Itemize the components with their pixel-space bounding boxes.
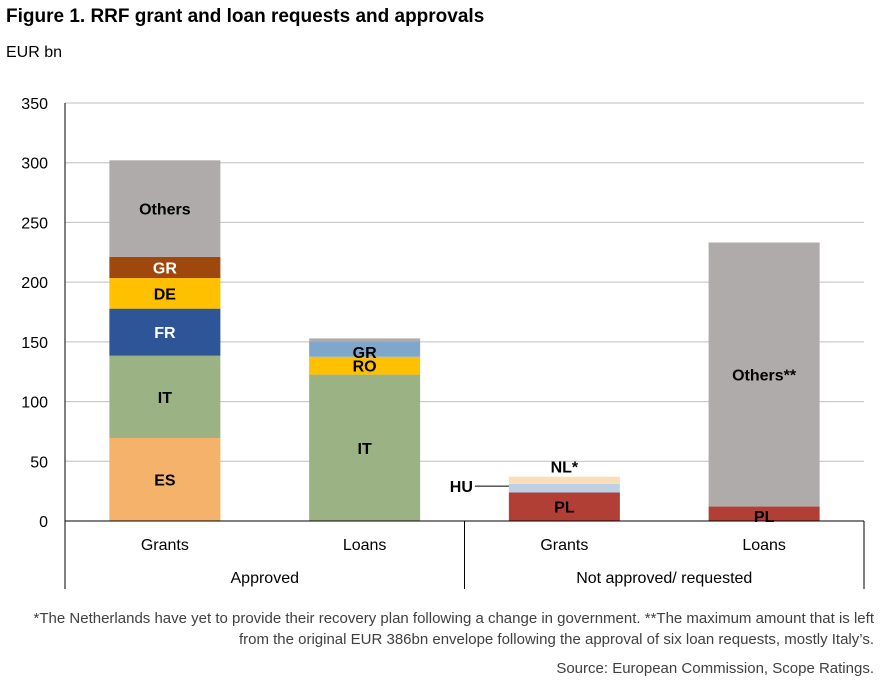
data-label: GR [153,260,177,277]
bar-segment [109,278,221,309]
footnote: *The Netherlands have yet to provide the… [33,610,874,648]
y-tick-label: 150 [21,335,48,352]
bar-segment [309,338,421,342]
data-label: RO [353,359,377,376]
y-tick-label: 350 [21,96,48,113]
source-note: Source: European Commission, Scope Ratin… [556,660,874,677]
x-tick-label: Loans [343,537,387,554]
bar-segment [109,256,221,279]
bar-segment [309,341,421,357]
bar-segment [109,308,221,356]
data-label: IT [358,441,372,458]
y-tick-label: 250 [21,215,48,232]
x-tick-label: Loans [742,537,786,554]
bar-segment [508,492,620,521]
data-label: FR [154,325,176,342]
data-label: Others [139,202,191,219]
y-tick-label: 0 [39,514,48,531]
data-label: GR [353,345,377,362]
bar-segment [109,437,221,521]
bar-segment [109,160,221,257]
data-label: PL [554,500,575,517]
data-label: PL [754,509,775,526]
data-label: ES [154,472,176,489]
bar-segment [309,356,421,375]
data-label: IT [158,390,172,407]
unit-label: EUR bn [6,44,63,61]
y-tick-label: 300 [21,156,48,173]
x-tick-label: Grants [540,537,588,554]
stacked-bar-chart: 0 50 100 150 200 250 300 350 ES IT FR DE GR Others IT R… [21,96,865,589]
bar-segment [708,242,820,507]
chart-title: Figure 1. RRF grant and loan requests an… [6,6,485,27]
bar-segment [508,476,620,484]
data-label: DE [154,286,177,303]
bar-segment [109,355,221,438]
y-tick-label: 50 [30,454,48,471]
bar-segment [708,506,820,521]
group-label: Not approved/ requested [576,570,752,587]
data-label: Others** [732,368,797,385]
y-tick-label: 100 [21,395,48,412]
bar-segment [309,374,421,521]
bar-segment [508,483,620,493]
x-tick-label: Grants [141,537,189,554]
group-label: Approved [231,570,300,587]
data-label: NL* [551,460,579,477]
y-tick-label: 200 [21,275,48,292]
data-label: HU [450,479,473,496]
